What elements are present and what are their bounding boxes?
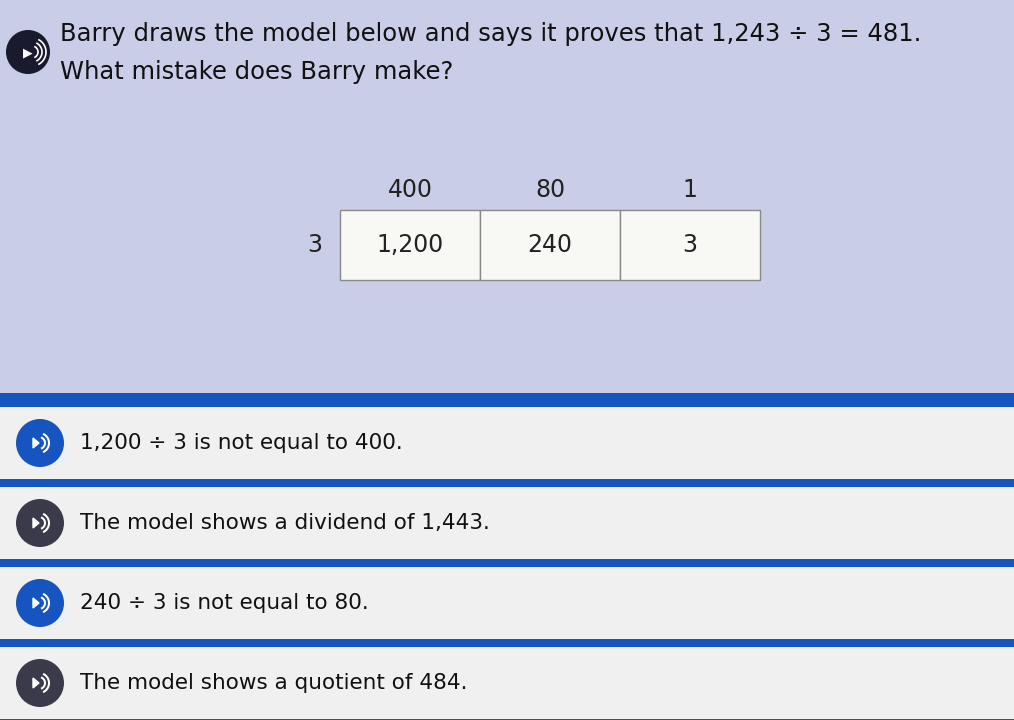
Bar bbox=[620, 210, 760, 280]
Text: The model shows a quotient of 484.: The model shows a quotient of 484. bbox=[80, 673, 467, 693]
Circle shape bbox=[16, 579, 64, 627]
Polygon shape bbox=[33, 678, 39, 688]
Bar bbox=[480, 210, 620, 280]
Bar bbox=[0, 393, 1014, 400]
Circle shape bbox=[16, 659, 64, 707]
Text: 80: 80 bbox=[535, 178, 565, 202]
Text: 3: 3 bbox=[307, 233, 322, 257]
Bar bbox=[0, 400, 1014, 407]
Bar bbox=[0, 647, 1014, 719]
Circle shape bbox=[16, 419, 64, 467]
Bar bbox=[0, 567, 1014, 639]
Bar bbox=[0, 639, 1014, 647]
Text: 240 ÷ 3 is not equal to 80.: 240 ÷ 3 is not equal to 80. bbox=[80, 593, 369, 613]
Polygon shape bbox=[33, 518, 39, 528]
Bar bbox=[0, 559, 1014, 567]
Text: Barry draws the model below and says it proves that 1,243 ÷ 3 = 481.: Barry draws the model below and says it … bbox=[60, 22, 922, 46]
Text: 400: 400 bbox=[387, 178, 433, 202]
Text: 1,200: 1,200 bbox=[376, 233, 444, 257]
Text: 3: 3 bbox=[682, 233, 698, 257]
Polygon shape bbox=[33, 438, 39, 448]
Text: ▶: ▶ bbox=[23, 47, 32, 60]
Bar bbox=[0, 479, 1014, 487]
Bar bbox=[0, 487, 1014, 559]
Polygon shape bbox=[33, 598, 39, 608]
Text: The model shows a dividend of 1,443.: The model shows a dividend of 1,443. bbox=[80, 513, 490, 533]
Text: 240: 240 bbox=[527, 233, 573, 257]
Text: 1: 1 bbox=[682, 178, 698, 202]
Text: What mistake does Barry make?: What mistake does Barry make? bbox=[60, 60, 453, 84]
Text: 1,200 ÷ 3 is not equal to 400.: 1,200 ÷ 3 is not equal to 400. bbox=[80, 433, 403, 453]
Bar bbox=[0, 407, 1014, 479]
Circle shape bbox=[16, 499, 64, 547]
Bar bbox=[0, 0, 1014, 393]
Bar bbox=[340, 210, 480, 280]
Circle shape bbox=[6, 30, 50, 74]
